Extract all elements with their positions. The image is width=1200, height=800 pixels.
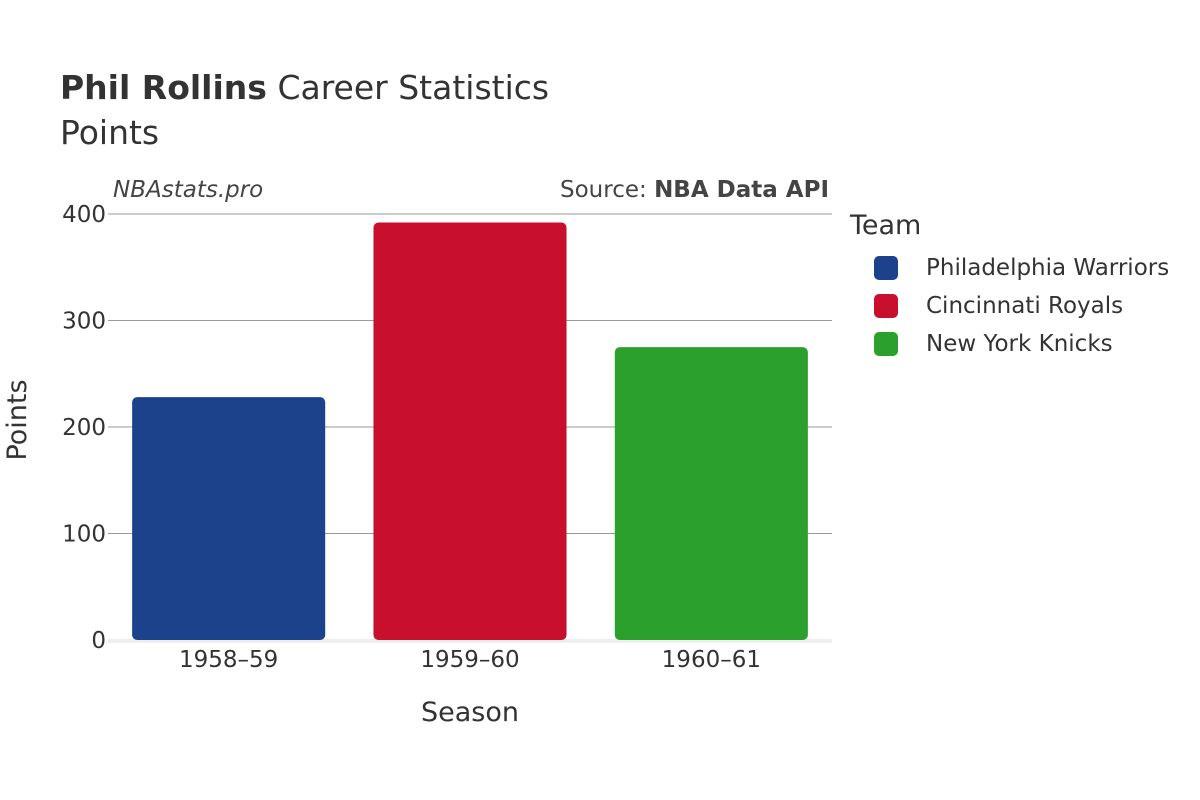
legend-item-philadelphia-warriors[interactable]: Philadelphia Warriors	[850, 249, 1169, 287]
y-tick-label: 400	[62, 202, 106, 228]
watermark: NBAstats.pro	[113, 177, 264, 203]
source-credit: Source: NBA Data API	[560, 177, 829, 203]
legend-item-new-york-knicks[interactable]: New York Knicks	[850, 325, 1169, 363]
legend-swatch	[874, 256, 898, 280]
player-name: Phil Rollins	[60, 68, 267, 107]
y-tick-label: 300	[62, 309, 106, 335]
x-tick-label: 1958–59	[179, 647, 278, 673]
x-tick-label: 1959–60	[420, 647, 519, 673]
legend-swatch	[874, 294, 898, 318]
legend-item-cincinnati-royals[interactable]: Cincinnati Royals	[850, 287, 1169, 325]
y-tick-label: 200	[62, 415, 106, 441]
x-tick-label: 1960–61	[662, 647, 761, 673]
bar-philadelphia-warriors[interactable]	[132, 397, 326, 640]
y-tick-labels: 0 100 200 300 400	[62, 202, 106, 654]
bar-new-york-knicks[interactable]	[614, 347, 808, 640]
legend-label: Cincinnati Royals	[926, 293, 1124, 319]
bar-cincinnati-royals[interactable]	[373, 222, 567, 640]
y-tick-label: 0	[91, 628, 106, 654]
legend: Team Philadelphia Warriors Cincinnati Ro…	[850, 210, 1169, 363]
legend-label: Philadelphia Warriors	[926, 255, 1170, 281]
bars	[132, 222, 808, 640]
chart-subtitle: Points	[60, 113, 160, 152]
legend-swatch	[874, 332, 898, 356]
chart-title: Phil Rollins Career Statistics	[60, 68, 549, 107]
x-tick-labels: 1958–59 1959–60 1960–61	[179, 647, 761, 673]
source-name: NBA Data API	[654, 177, 829, 203]
source-prefix: Source:	[560, 177, 655, 203]
legend-label: New York Knicks	[926, 331, 1113, 357]
legend-title: Team	[850, 210, 922, 241]
x-axis-label: Season	[421, 697, 519, 728]
y-axis-label: Points	[2, 379, 33, 460]
title-rest: Career Statistics	[277, 68, 550, 107]
y-tick-label: 100	[62, 522, 106, 548]
